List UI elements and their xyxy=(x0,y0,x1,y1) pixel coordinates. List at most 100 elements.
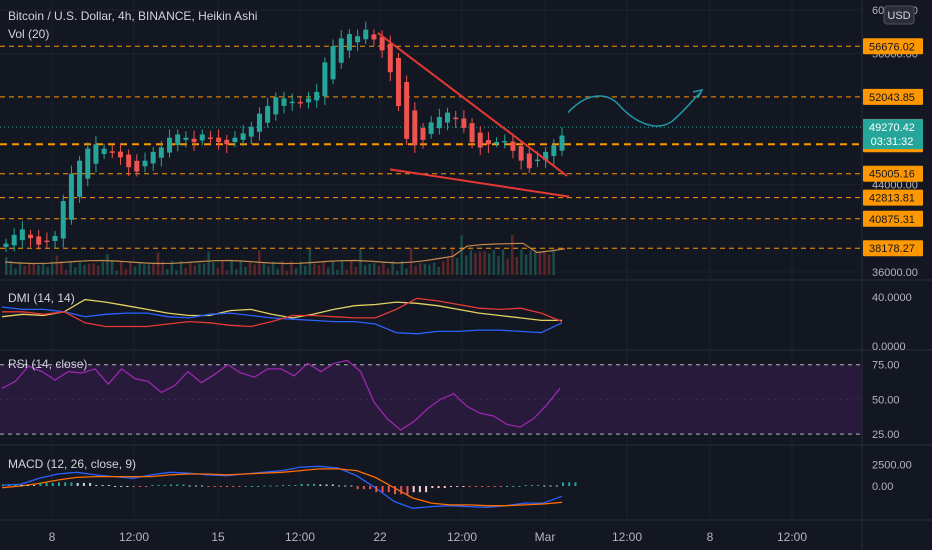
volume-bar xyxy=(552,249,555,275)
projection-arrowhead xyxy=(692,88,704,99)
macd-histogram-bar xyxy=(493,486,496,488)
macd-histogram-bar xyxy=(537,484,540,486)
volume-bar xyxy=(414,266,417,275)
level-badge xyxy=(863,210,923,227)
time-axis[interactable]: 8 12:00 15 12:00 22 12:00 Mar 12:00 8 12:00 xyxy=(49,530,808,544)
macd-histogram-bar xyxy=(275,485,278,487)
volume-bar xyxy=(432,262,436,275)
candle-body xyxy=(355,36,361,43)
candle-body xyxy=(314,91,320,101)
candle-body xyxy=(150,151,156,164)
candle-body xyxy=(379,36,385,51)
candle-body xyxy=(494,142,500,144)
indicator-panels xyxy=(0,297,862,509)
candle-body xyxy=(363,29,369,40)
macd-histogram-bar xyxy=(306,483,309,486)
last-price-badge xyxy=(863,119,923,150)
volume-bar xyxy=(299,261,302,275)
macd-histogram-bar xyxy=(64,482,67,486)
macd-histogram-bar xyxy=(506,486,508,487)
macd-histogram-bar xyxy=(33,484,36,486)
volume-bar xyxy=(386,268,390,275)
price-candles xyxy=(3,21,565,252)
macd-histogram-bar xyxy=(107,484,110,486)
volume-bar xyxy=(83,265,86,275)
macd-histogram-bar xyxy=(344,485,347,487)
macd-histogram-bar xyxy=(400,486,403,495)
macd-histogram-bar xyxy=(138,486,141,488)
macd-histogram-bar xyxy=(170,484,172,486)
time-tick-label: 8 xyxy=(49,530,56,544)
macd-histogram-bar xyxy=(338,485,340,487)
volume-bar xyxy=(60,261,63,275)
currency-button[interactable]: USD xyxy=(883,5,915,25)
candle-body xyxy=(158,147,164,158)
macd-histogram-bar xyxy=(269,485,272,487)
volume-bar xyxy=(253,264,256,275)
volume-bar xyxy=(207,251,210,275)
macd-histogram-bar xyxy=(412,486,415,493)
level-badge xyxy=(863,38,923,55)
macd-histogram-bar xyxy=(549,485,552,487)
macd-histogram-bar xyxy=(114,486,116,487)
time-tick-label: 12:00 xyxy=(612,530,642,544)
volume-bar xyxy=(497,255,500,275)
volume-bar xyxy=(74,267,77,275)
level-label: 52043.85 xyxy=(869,92,915,104)
volume-bar xyxy=(9,261,13,275)
level-badge xyxy=(863,240,923,257)
macd-histogram-bar xyxy=(238,486,241,487)
volume-bar xyxy=(262,262,266,275)
volume-bar xyxy=(120,261,123,275)
rsi-band-fill xyxy=(0,364,862,435)
candle-body xyxy=(371,34,377,40)
volume-bar xyxy=(55,255,59,275)
candle-body xyxy=(289,101,295,104)
candle-body xyxy=(199,134,205,141)
candle-body xyxy=(109,151,115,153)
time-tick-label: 12:00 xyxy=(119,530,149,544)
volume-bar xyxy=(515,256,519,275)
price-axis[interactable]: 60000.0056000.0044000.0036000.0056676.02… xyxy=(863,5,923,493)
volume-bar xyxy=(294,268,298,275)
candle-body xyxy=(526,153,532,169)
macd-histogram-bar xyxy=(294,484,297,486)
macd-histogram-bar xyxy=(132,486,135,488)
volume-bar xyxy=(409,247,413,275)
candle-body xyxy=(117,151,123,158)
macd-histogram-bar xyxy=(101,484,104,486)
volume-bar xyxy=(455,258,459,275)
volume-bar xyxy=(483,251,486,275)
volume-bar xyxy=(534,252,537,275)
candle-body xyxy=(11,234,17,246)
volume-bar xyxy=(138,262,141,275)
candle-body xyxy=(256,113,262,132)
volume-bar xyxy=(290,261,293,275)
candle-body xyxy=(453,117,459,120)
indicator-tick-label: 40.0000 xyxy=(872,292,912,304)
volume-bar xyxy=(124,268,128,275)
volume-bar xyxy=(230,261,233,275)
volume-bar xyxy=(87,263,91,275)
volume-bar xyxy=(350,261,353,275)
macd-histogram-bar xyxy=(530,484,533,486)
macd-histogram-bar xyxy=(219,486,222,487)
volume-bar xyxy=(400,261,404,275)
volume-bar xyxy=(276,268,279,275)
macd-histogram-bar xyxy=(512,486,515,487)
volume-bar xyxy=(193,265,197,275)
indicator-series-line xyxy=(1,298,562,322)
candle-body xyxy=(534,159,540,162)
macd-histogram-bar xyxy=(487,486,490,488)
macd-histogram-bar xyxy=(450,486,452,487)
volume-bar xyxy=(377,265,381,275)
bar-countdown-label: 03:31:32 xyxy=(871,136,914,148)
candle-body xyxy=(404,82,410,139)
candle-body xyxy=(387,43,393,73)
volume-bar xyxy=(152,262,155,275)
macd-histogram-bar xyxy=(406,486,409,495)
candle-body xyxy=(485,140,491,145)
macd-histogram-bar xyxy=(188,485,191,487)
volume-bar xyxy=(271,261,275,275)
